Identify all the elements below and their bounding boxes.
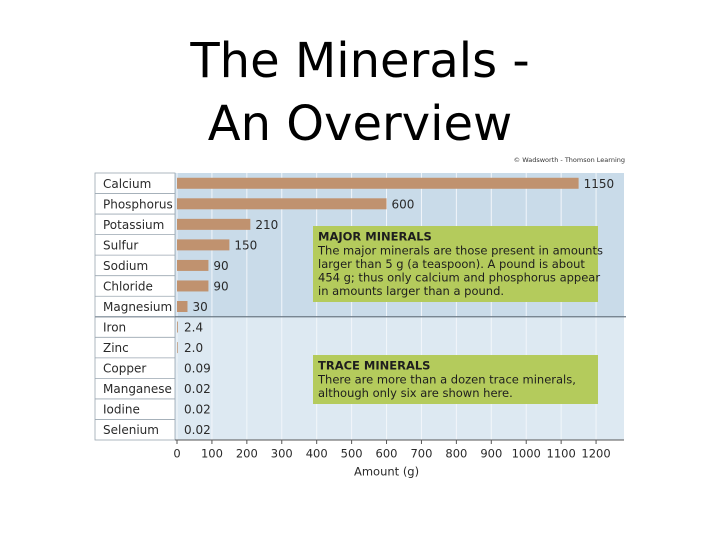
value-label: 90 <box>213 279 228 293</box>
value-label: 210 <box>255 218 278 232</box>
x-tick-label: 500 <box>341 447 363 461</box>
x-tick-label: 200 <box>236 447 258 461</box>
category-label: Sodium <box>103 259 148 273</box>
category-label: Magnesium <box>103 300 172 314</box>
x-tick-label: 100 <box>201 447 223 461</box>
bar <box>177 198 387 209</box>
x-tick-label: 0 <box>173 447 180 461</box>
value-label: 0.02 <box>184 382 211 396</box>
annotation-line: larger than 5 g (a teaspoon). A pound is… <box>318 257 585 271</box>
bar <box>177 219 250 230</box>
x-tick-label: 900 <box>480 447 502 461</box>
bar <box>177 178 579 189</box>
category-label: Iodine <box>103 403 140 417</box>
x-tick-label: 600 <box>376 447 398 461</box>
annotation-title: TRACE MINERALS <box>318 359 430 373</box>
value-label: 2.4 <box>184 321 203 335</box>
bar <box>177 322 178 333</box>
bar <box>177 260 208 271</box>
x-tick-label: 1000 <box>512 447 541 461</box>
value-label: 90 <box>213 259 228 273</box>
category-label: Copper <box>103 362 146 376</box>
category-label: Zinc <box>103 341 129 355</box>
value-label: 1150 <box>584 177 615 191</box>
title-line: An Overview <box>208 96 513 152</box>
x-tick-label: 400 <box>306 447 328 461</box>
credit: © Wadsworth - Thomson Learning <box>514 156 625 164</box>
category-label: Potassium <box>103 218 164 232</box>
value-label: 30 <box>192 300 207 314</box>
value-label: 150 <box>234 238 257 252</box>
annotation-line: The major minerals are those present in … <box>317 244 603 258</box>
category-label: Iron <box>103 321 126 335</box>
x-tick-label: 700 <box>410 447 432 461</box>
category-label: Chloride <box>103 279 153 293</box>
x-tick-label: 800 <box>445 447 467 461</box>
bar <box>177 280 208 291</box>
bar <box>177 239 229 250</box>
annotation-line: There are more than a dozen trace minera… <box>317 373 576 387</box>
x-tick-label: 300 <box>271 447 293 461</box>
title-line: The Minerals - <box>189 33 529 89</box>
value-label: 0.02 <box>184 423 211 437</box>
x-tick-label: 1200 <box>581 447 610 461</box>
category-label: Selenium <box>103 423 159 437</box>
value-label: 0.02 <box>184 403 211 417</box>
annotation-title: MAJOR MINERALS <box>318 230 432 244</box>
category-label: Manganese <box>103 382 172 396</box>
annotation-line: in amounts larger than a pound. <box>318 284 504 298</box>
value-label: 600 <box>392 197 415 211</box>
x-tick-label: 1100 <box>547 447 576 461</box>
value-label: 0.09 <box>184 362 211 376</box>
annotation-line: although only six are shown here. <box>318 386 513 400</box>
value-label: 2.0 <box>184 341 203 355</box>
category-label: Calcium <box>103 177 151 191</box>
bar <box>177 342 178 353</box>
x-axis-title: Amount (g) <box>354 465 419 479</box>
category-label: Phosphorus <box>103 197 173 211</box>
annotation-line: 454 g; thus only calcium and phosphorus … <box>318 271 600 285</box>
category-label: Sulfur <box>103 238 138 252</box>
bar <box>177 301 187 312</box>
